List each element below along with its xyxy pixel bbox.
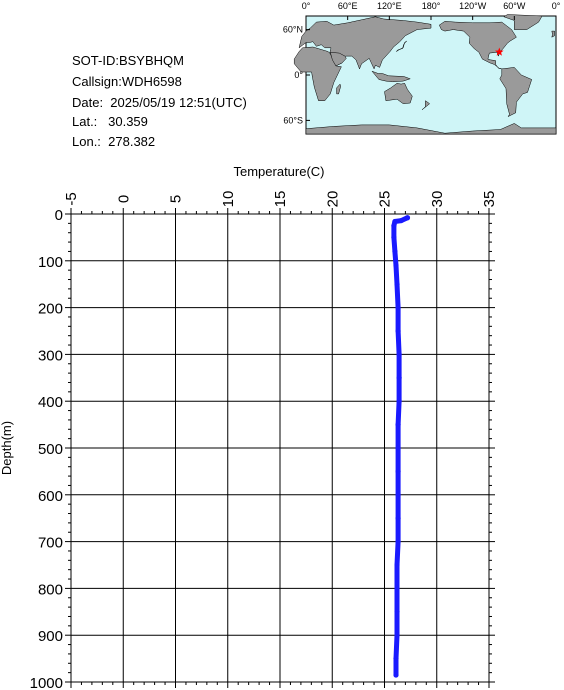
map-longitude-label: 120°E <box>377 1 402 11</box>
profile-point <box>392 218 398 225</box>
profile-point <box>394 609 400 615</box>
ship-star-icon <box>495 47 504 56</box>
profile-point <box>404 215 411 221</box>
x-tick-label: 35 <box>481 191 498 208</box>
map-longitude-label: 0° <box>552 1 561 11</box>
land-south-america <box>499 67 533 118</box>
map-longitude-label: 60°W <box>503 1 526 11</box>
profile-point <box>395 515 401 521</box>
profile-point <box>394 632 400 638</box>
map-longitude-label: 120°W <box>459 1 487 11</box>
x-tick-label: 25 <box>377 191 394 208</box>
map-longitude-label: 60°E <box>338 1 358 11</box>
x-tick-label: 5 <box>168 195 185 203</box>
profile-point <box>393 656 399 662</box>
world-map: 0° 60°E 120°E 180° 120°W 60°W 0° 60°N 0° 60°S <box>283 1 561 135</box>
y-tick-label: 900 <box>38 628 63 645</box>
profile-point <box>396 398 402 404</box>
x-axis-ticks <box>70 208 490 688</box>
x-tick-label: 30 <box>429 191 446 208</box>
map-longitude-label: 180° <box>422 1 441 11</box>
y-tick-label: 100 <box>38 254 63 271</box>
profile-point <box>396 375 402 381</box>
map-frame <box>305 16 557 121</box>
x-tick-label: 15 <box>272 191 289 208</box>
map-latitude-label: 0° <box>294 70 303 80</box>
land-north-america <box>438 21 517 70</box>
y-tick-label: 200 <box>38 301 63 318</box>
land-africa <box>293 46 342 101</box>
profile-point <box>395 445 401 451</box>
profile-point <box>391 234 397 240</box>
x-axis-tick-labels: -5 0 5 10 15 20 25 30 35 <box>63 191 498 208</box>
profile-point <box>394 281 400 287</box>
land-greenland <box>503 14 543 30</box>
map-latitude-labels: 60°N 0° 60°S <box>283 25 304 126</box>
latitude-label: Lat.: 30.359 <box>72 114 148 129</box>
date-label: Date: 2025/05/19 12:51(UTC) <box>72 95 247 110</box>
x-tick-label: 20 <box>324 191 341 208</box>
profile-point <box>394 585 400 592</box>
y-axis-title: Depth(m) <box>0 421 14 475</box>
profile-point <box>398 217 404 224</box>
y-axis-tick-labels: 0 100 200 300 400 500 600 700 800 900 1000 <box>30 207 63 690</box>
y-tick-label: 800 <box>38 581 63 598</box>
x-tick-label: 10 <box>220 191 237 208</box>
y-axis-ticks <box>65 213 495 683</box>
profile-point <box>395 492 401 498</box>
land-indonesia <box>371 70 411 83</box>
y-tick-label: 400 <box>38 394 63 411</box>
profile-point <box>395 305 401 311</box>
land-japan <box>396 40 407 52</box>
y-tick-label: 1000 <box>30 675 63 690</box>
profile-point <box>395 422 401 428</box>
ship-position-marker <box>495 47 504 56</box>
profile-point <box>391 223 397 229</box>
profile-point <box>395 328 401 334</box>
sot-id-label: SOT-ID:BSYBHQM <box>72 53 184 68</box>
land-antarctica <box>305 123 557 135</box>
profile-point <box>393 262 399 269</box>
land-uk <box>551 30 555 38</box>
map-latitude-label: 60°N <box>283 25 303 35</box>
profile-point <box>395 468 401 474</box>
callsign-label: Callsign:WDH6598 <box>72 74 182 89</box>
x-tick-label: -5 <box>63 192 80 205</box>
x-tick-label: 0 <box>115 195 132 203</box>
profile-point <box>392 248 398 255</box>
longitude-label: Lon.: 278.382 <box>72 134 156 149</box>
y-tick-label: 0 <box>55 207 63 224</box>
map-latitude-label: 60°S <box>283 115 303 125</box>
y-tick-label: 300 <box>38 347 63 364</box>
land-new-zealand <box>421 100 431 110</box>
map-land <box>293 14 557 135</box>
y-tick-label: 600 <box>38 488 63 505</box>
profile-point <box>395 539 401 545</box>
x-axis-title: Temperature(C) <box>233 164 324 179</box>
land-madagascar <box>336 83 341 95</box>
temperature-depth-chart: -5 0 5 10 15 20 25 30 35 01002003004005006007008… <box>0 164 498 690</box>
profile-point <box>393 672 399 678</box>
land-australia <box>384 83 413 104</box>
profile-point <box>396 351 402 357</box>
y-tick-label: 700 <box>38 535 63 552</box>
land-arabia <box>329 52 347 67</box>
map-longitude-labels: 0° 60°E 120°E 180° 120°W 60°W 0° <box>302 1 561 11</box>
chart-grid <box>70 213 490 683</box>
profile-point <box>394 562 400 568</box>
map-longitude-label: 0° <box>302 1 311 11</box>
y-tick-label: 500 <box>38 441 63 458</box>
temperature-profile-series <box>391 215 411 678</box>
